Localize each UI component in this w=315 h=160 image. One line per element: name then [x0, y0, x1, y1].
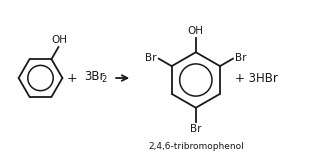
Text: 2: 2 — [101, 75, 106, 84]
Text: +: + — [67, 72, 78, 84]
Text: 3Br: 3Br — [84, 70, 105, 83]
Text: + 3HBr: + 3HBr — [235, 72, 278, 84]
Text: OH: OH — [51, 35, 67, 45]
Text: Br: Br — [235, 53, 246, 63]
Text: 2,4,6-tribromophenol: 2,4,6-tribromophenol — [148, 142, 244, 151]
Text: Br: Br — [145, 53, 157, 63]
Text: OH: OH — [188, 26, 204, 36]
Text: Br: Br — [190, 124, 202, 134]
